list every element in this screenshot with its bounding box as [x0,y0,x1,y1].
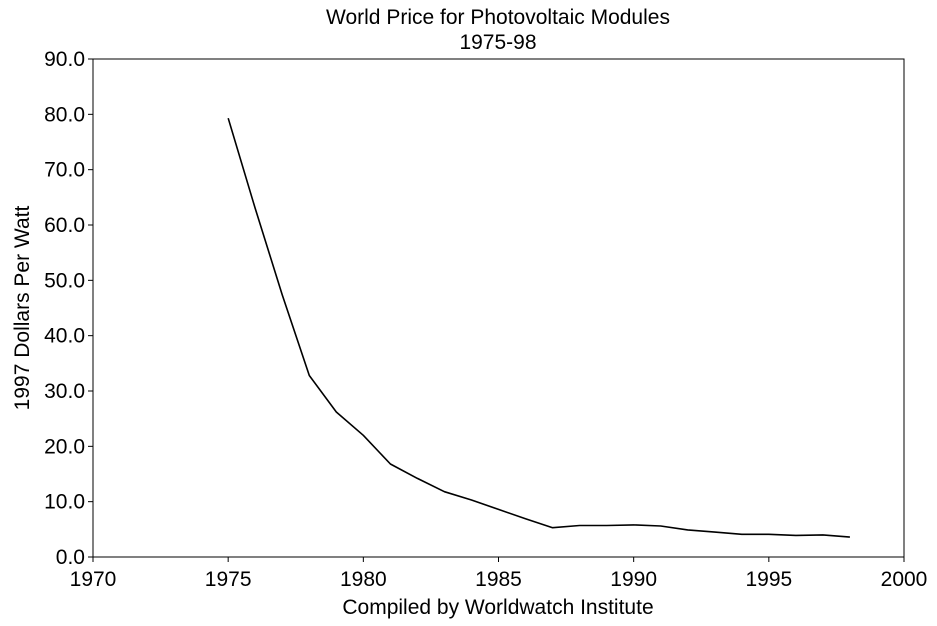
y-axis-label: 1997 Dollars Per Watt [11,206,34,411]
y-tick-label: 90.0 [44,48,85,71]
y-tick-label: 10.0 [44,491,85,514]
x-tick-label: 1970 [70,568,117,591]
plot-frame [92,58,905,558]
x-tick-label: 1995 [745,568,792,591]
x-tick-label: 1975 [205,568,252,591]
price-line [227,117,850,538]
x-axis-label: Compiled by Worldwatch Institute [342,596,653,619]
x-tick-label: 1990 [610,568,657,591]
x-tick-label: 2000 [881,568,928,591]
x-tick-label: 1985 [475,568,522,591]
y-tick-label: 30.0 [44,380,85,403]
y-tick-label: 0.0 [56,546,85,569]
series-group [227,117,850,538]
chart-subtitle: 1975-98 [459,31,536,54]
y-tick-label: 20.0 [44,435,85,458]
x-tick-label: 1980 [340,568,387,591]
x-axis: 1970 1975 1980 1985 1990 1995 2000 [70,557,928,591]
y-tick-label: 70.0 [44,159,85,182]
y-axis: 0.0 10.0 20.0 30.0 40.0 50.0 60.0 70.0 80.0 90.0 [44,48,93,569]
y-tick-label: 50.0 [44,269,85,292]
y-tick-label: 80.0 [44,103,85,126]
chart-title: World Price for Photovoltaic Modules [326,6,670,29]
y-tick-label: 40.0 [44,325,85,348]
y-tick-label: 60.0 [44,214,85,237]
